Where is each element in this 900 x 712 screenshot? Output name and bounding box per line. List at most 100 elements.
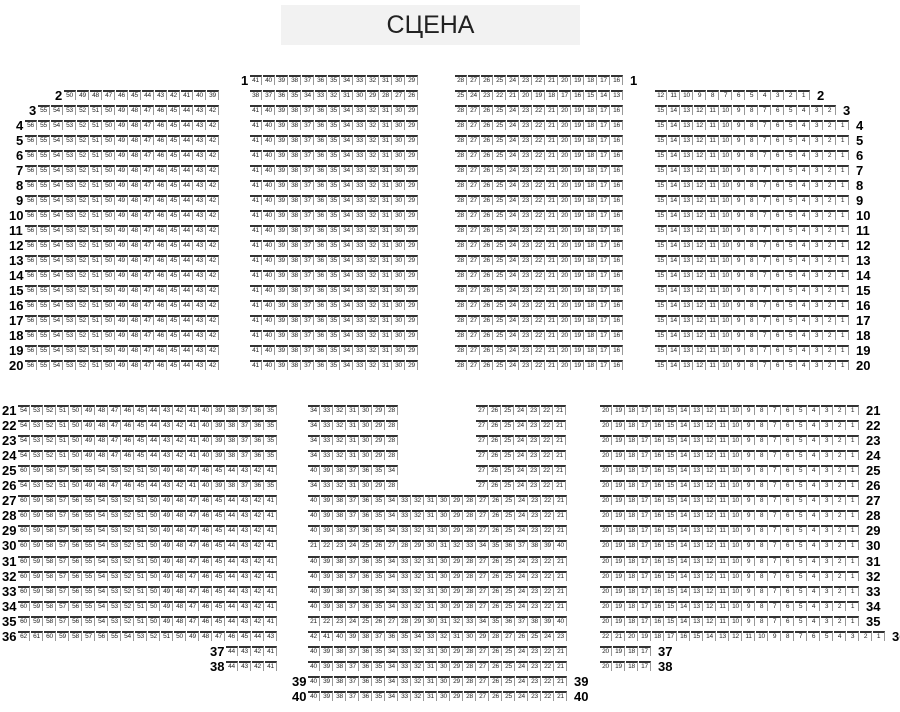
seat[interactable]: 9 (743, 435, 755, 446)
seat[interactable]: 28 (455, 105, 467, 115)
seat[interactable]: 18 (585, 255, 597, 265)
seat[interactable]: 50 (103, 225, 115, 235)
seat[interactable]: 38 (289, 120, 301, 130)
seat[interactable]: 37 (302, 180, 314, 190)
seat[interactable]: 52 (77, 360, 89, 370)
seat[interactable]: 21 (546, 135, 558, 145)
seat[interactable]: 13 (691, 405, 703, 415)
seat[interactable]: 41 (265, 645, 277, 656)
seat[interactable]: 40 (308, 645, 320, 656)
seat[interactable]: 56 (25, 180, 37, 190)
seat[interactable]: 38 (529, 615, 541, 626)
seat[interactable]: 28 (386, 405, 398, 415)
seat[interactable]: 35 (328, 315, 340, 325)
seat[interactable]: 34 (341, 210, 353, 220)
seat[interactable]: 4 (808, 525, 820, 536)
seat[interactable]: 29 (367, 90, 379, 100)
seat[interactable]: 36 (315, 300, 327, 310)
seat[interactable]: 18 (585, 150, 597, 160)
seat[interactable]: 56 (70, 615, 82, 626)
seat[interactable]: 19 (613, 420, 625, 431)
seat[interactable]: 35 (373, 510, 385, 521)
seat[interactable]: 30 (393, 195, 405, 205)
seat[interactable]: 22 (533, 285, 545, 295)
seat[interactable]: 20 (600, 540, 612, 551)
seat[interactable]: 50 (70, 435, 82, 446)
seat[interactable]: 48 (174, 585, 186, 596)
seat[interactable]: 2 (834, 480, 846, 491)
seat[interactable]: 16 (652, 615, 664, 626)
seat[interactable]: 1 (837, 360, 849, 370)
seat[interactable]: 8 (746, 345, 758, 355)
seat[interactable]: 53 (31, 435, 43, 446)
seat[interactable]: 32 (367, 165, 379, 175)
seat[interactable]: 49 (116, 270, 128, 280)
seat[interactable]: 27 (477, 525, 489, 536)
seat[interactable]: 34 (386, 510, 398, 521)
seat[interactable]: 43 (161, 480, 173, 491)
seat[interactable]: 34 (341, 165, 353, 175)
seat[interactable]: 1 (847, 465, 859, 476)
seat[interactable]: 17 (598, 120, 610, 130)
seat[interactable]: 32 (451, 615, 463, 626)
seat[interactable]: 13 (681, 225, 693, 235)
seat[interactable]: 42 (252, 510, 264, 521)
seat[interactable]: 22 (542, 690, 554, 701)
seat[interactable]: 18 (585, 195, 597, 205)
seat[interactable]: 11 (707, 135, 719, 145)
seat[interactable]: 14 (678, 585, 690, 596)
seat[interactable]: 16 (611, 180, 623, 190)
seat[interactable]: 3 (821, 435, 833, 446)
seat[interactable]: 45 (168, 360, 180, 370)
seat[interactable]: 15 (665, 420, 677, 431)
seat[interactable]: 51 (90, 150, 102, 160)
seat[interactable]: 26 (481, 195, 493, 205)
seat[interactable]: 52 (122, 555, 134, 566)
seat[interactable]: 32 (412, 555, 424, 566)
seat[interactable]: 20 (559, 180, 571, 190)
seat[interactable]: 27 (468, 315, 480, 325)
seat[interactable]: 15 (655, 315, 667, 325)
seat[interactable]: 29 (406, 120, 418, 130)
seat[interactable]: 24 (515, 405, 527, 415)
seat[interactable]: 49 (116, 120, 128, 130)
seat[interactable]: 31 (451, 630, 463, 641)
seat[interactable]: 32 (412, 690, 424, 701)
seat[interactable]: 41 (265, 465, 277, 476)
seat[interactable]: 33 (399, 585, 411, 596)
seat[interactable]: 22 (533, 270, 545, 280)
seat[interactable]: 34 (308, 420, 320, 431)
seat[interactable]: 14 (678, 420, 690, 431)
seat[interactable]: 46 (122, 420, 134, 431)
seat[interactable]: 31 (380, 150, 392, 160)
seat[interactable]: 17 (598, 255, 610, 265)
seat[interactable]: 16 (611, 300, 623, 310)
seat[interactable]: 20 (559, 135, 571, 145)
seat[interactable]: 45 (168, 225, 180, 235)
seat[interactable]: 33 (399, 690, 411, 701)
seat[interactable]: 26 (481, 285, 493, 295)
seat[interactable]: 44 (181, 195, 193, 205)
seat[interactable]: 38 (334, 465, 346, 476)
seat[interactable]: 32 (367, 315, 379, 325)
seat[interactable]: 46 (122, 450, 134, 461)
seat[interactable]: 29 (406, 210, 418, 220)
seat[interactable]: 33 (399, 570, 411, 581)
seat[interactable]: 25 (494, 165, 506, 175)
seat[interactable]: 54 (51, 225, 63, 235)
seat[interactable]: 13 (681, 300, 693, 310)
seat[interactable]: 3 (821, 615, 833, 626)
seat[interactable]: 39 (213, 405, 225, 415)
seat[interactable]: 45 (135, 420, 147, 431)
seat[interactable]: 44 (148, 420, 160, 431)
seat[interactable]: 49 (116, 360, 128, 370)
seat[interactable]: 29 (406, 195, 418, 205)
seat[interactable]: 17 (598, 285, 610, 295)
seat[interactable]: 17 (598, 180, 610, 190)
seat[interactable]: 32 (367, 330, 379, 340)
seat[interactable]: 28 (464, 660, 476, 671)
seat[interactable]: 18 (585, 240, 597, 250)
seat[interactable]: 5 (795, 465, 807, 476)
seat[interactable]: 24 (516, 690, 528, 701)
seat[interactable]: 36 (503, 540, 515, 551)
